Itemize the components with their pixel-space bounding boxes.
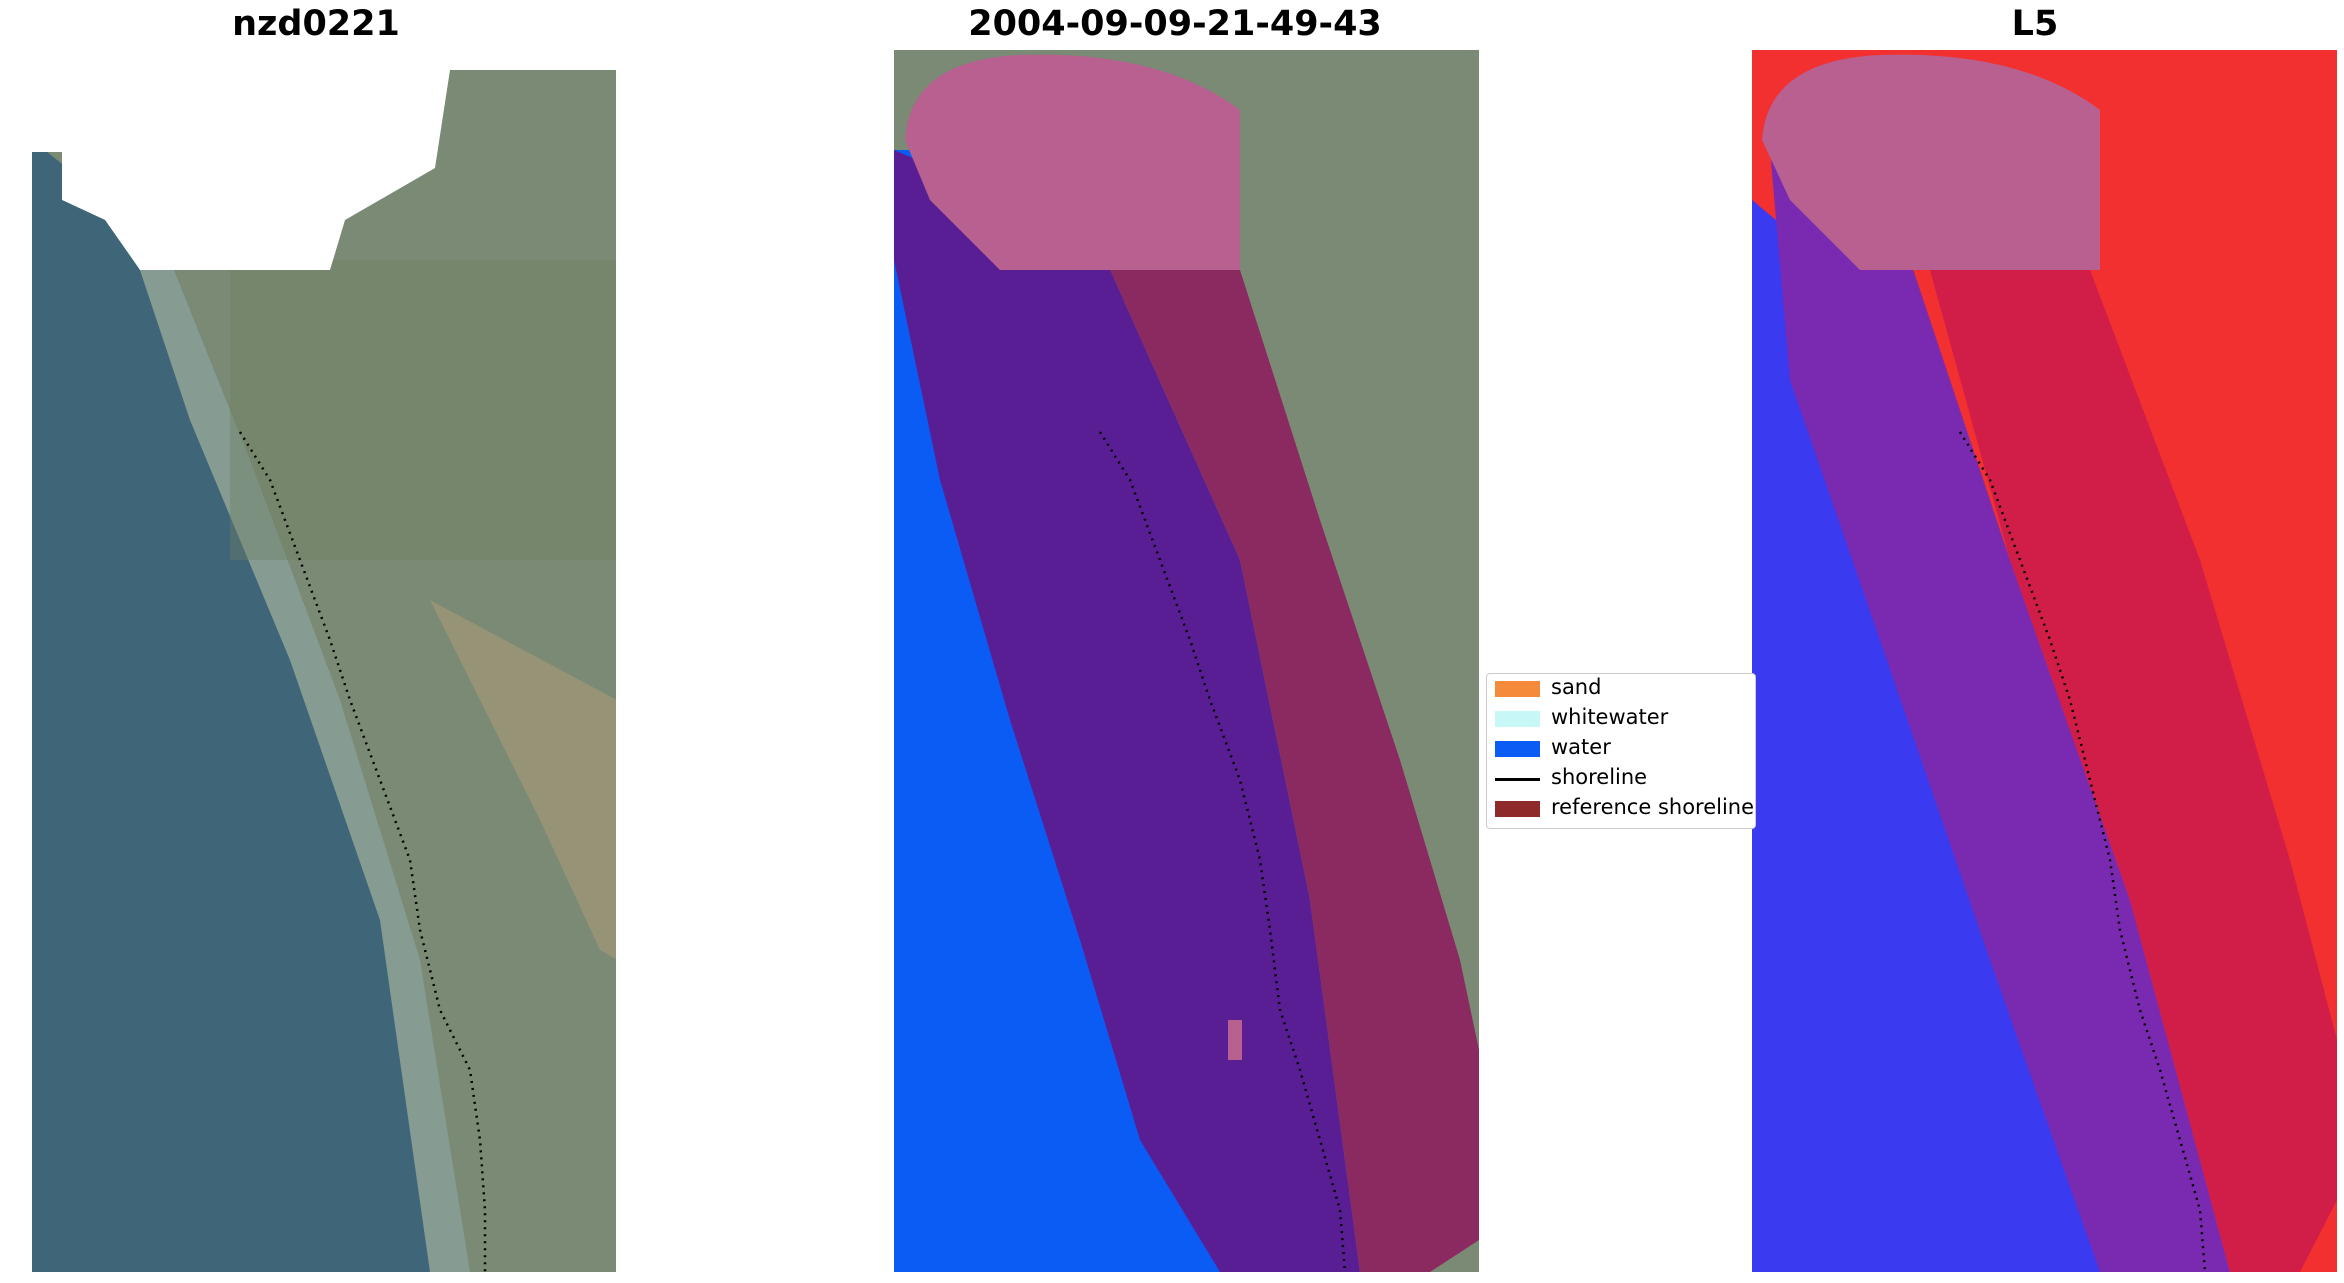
legend-item-shoreline: shoreline [1487,764,1755,792]
legend-item-reference-shoreline: reference shoreline [1487,794,1755,822]
panel-title-classified: 2004-09-09-21-49-43 [968,4,1382,44]
legend-item-sand: sand [1487,674,1755,702]
panel-title-index: L5 [2011,4,2059,44]
index-image-panel [1752,50,2337,1272]
legend-swatch [1495,741,1540,757]
legend-label: whitewater [1551,705,1669,729]
legend: sand whitewater water shoreline referenc… [1486,673,1756,829]
panel-title-rgb: nzd0221 [232,4,400,44]
legend-line-swatch [1495,778,1540,781]
shoreline-dotted [1958,431,2207,1273]
legend-label: shoreline [1551,765,1648,789]
legend-label: reference shoreline [1551,795,1755,819]
rgb-image-panel [32,70,616,1272]
legend-swatch [1495,801,1540,817]
legend-item-whitewater: whitewater [1487,704,1755,732]
legend-swatch [1495,681,1540,697]
legend-label: water [1551,735,1611,759]
legend-label: sand [1551,675,1602,699]
classified-image-panel [894,50,1479,1272]
legend-swatch [1495,711,1540,727]
legend-item-water: water [1487,734,1755,762]
